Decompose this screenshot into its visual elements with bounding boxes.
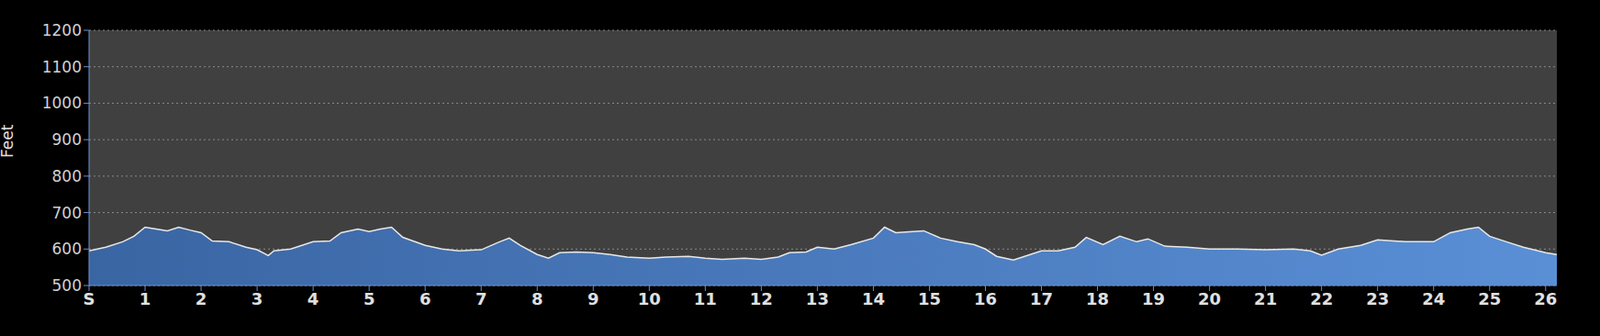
- svg-text:23: 23: [1365, 289, 1389, 309]
- svg-text:9: 9: [587, 289, 600, 309]
- svg-text:21: 21: [1253, 289, 1277, 309]
- svg-text:19: 19: [1141, 289, 1165, 309]
- svg-text:6: 6: [419, 289, 432, 309]
- svg-text:12: 12: [749, 289, 773, 309]
- svg-text:20: 20: [1197, 289, 1221, 309]
- svg-text:S: S: [83, 289, 96, 309]
- svg-text:800: 800: [52, 167, 82, 186]
- svg-text:14: 14: [861, 289, 885, 309]
- svg-text:15: 15: [917, 289, 941, 309]
- svg-text:25: 25: [1477, 289, 1501, 309]
- svg-text:700: 700: [52, 203, 82, 223]
- svg-text:24: 24: [1421, 289, 1445, 309]
- svg-text:1200: 1200: [42, 21, 82, 40]
- svg-text:7: 7: [475, 289, 488, 309]
- svg-text:13: 13: [805, 289, 829, 309]
- svg-text:16: 16: [973, 289, 997, 309]
- svg-text:500: 500: [52, 276, 82, 295]
- svg-text:2: 2: [195, 289, 208, 309]
- svg-text:600: 600: [52, 239, 82, 258]
- svg-text:8: 8: [531, 289, 544, 309]
- svg-text:900: 900: [52, 130, 82, 149]
- svg-text:1100: 1100: [42, 57, 82, 77]
- svg-text:Feet: Feet: [7, 123, 17, 158]
- svg-text:1000: 1000: [42, 93, 82, 112]
- svg-text:1: 1: [139, 289, 152, 309]
- svg-text:5: 5: [363, 289, 376, 309]
- svg-text:11: 11: [693, 289, 717, 309]
- svg-text:10: 10: [637, 289, 661, 309]
- svg-text:4: 4: [307, 289, 320, 309]
- svg-text:3: 3: [251, 289, 264, 309]
- svg-text:17: 17: [1029, 289, 1053, 309]
- svg-text:22: 22: [1309, 289, 1333, 309]
- svg-text:26: 26: [1533, 289, 1557, 309]
- svg-text:18: 18: [1085, 289, 1109, 309]
